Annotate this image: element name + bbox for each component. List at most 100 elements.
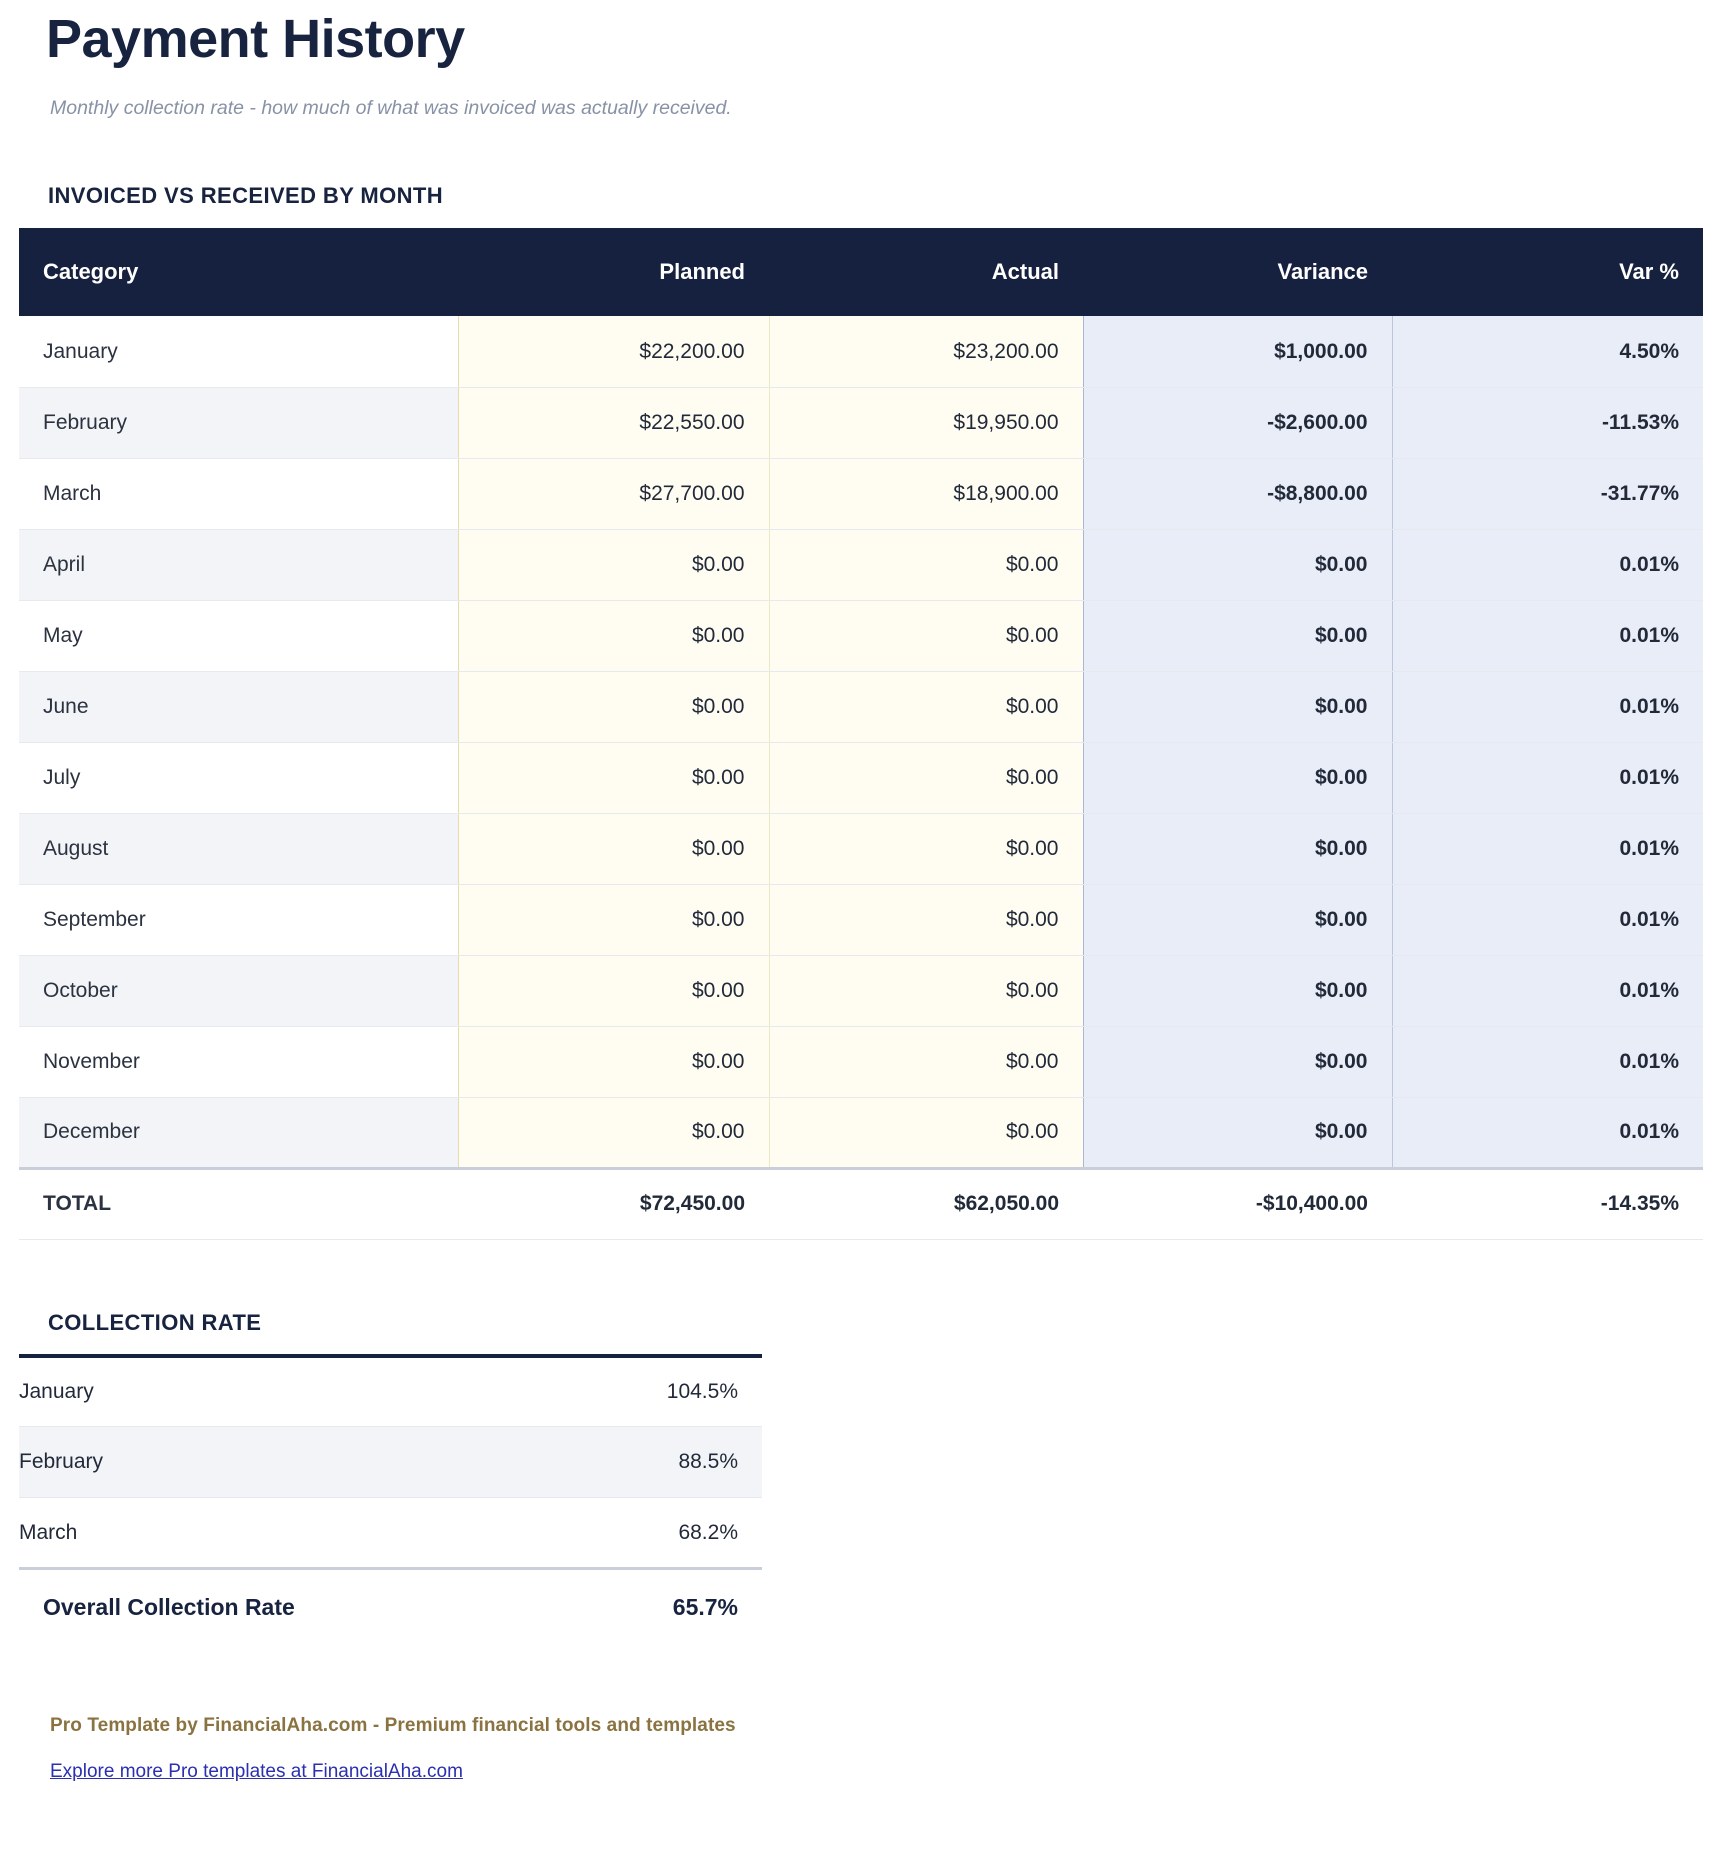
- row-category: August: [19, 813, 458, 885]
- cell-variance: -$8,800.00: [1082, 458, 1392, 530]
- table-row: July $0.00 $0.00 $0.00 0.01%: [19, 742, 1703, 814]
- overall-collection-rate-value: 65.7%: [479, 1567, 762, 1645]
- cell-var-pct: 0.01%: [1391, 742, 1703, 814]
- cell-var-pct: 4.50%: [1391, 316, 1703, 388]
- cell-variance: -$2,600.00: [1082, 387, 1392, 459]
- cell-planned: $0.00: [457, 742, 769, 814]
- row-category: November: [19, 1026, 458, 1098]
- column-header-actual: Actual: [769, 228, 1083, 317]
- collection-rate-row: February 88.5%: [19, 1426, 762, 1499]
- table-row: November $0.00 $0.00 $0.00 0.01%: [19, 1026, 1703, 1098]
- cell-actual: $0.00: [768, 1026, 1083, 1098]
- total-label: TOTAL: [19, 1166, 458, 1240]
- column-header-planned: Planned: [458, 228, 769, 317]
- invoiced-table-container: Category Planned Actual Variance Var % J…: [19, 209, 1703, 1240]
- cell-planned: $0.00: [457, 1026, 769, 1098]
- collection-rate-label: February: [19, 1426, 479, 1499]
- cell-variance: $0.00: [1082, 1026, 1392, 1098]
- page-subtitle: Monthly collection rate - how much of wh…: [50, 97, 732, 120]
- cell-var-pct: 0.01%: [1391, 813, 1703, 885]
- cell-variance: $0.00: [1082, 742, 1392, 814]
- cell-var-pct: 0.01%: [1391, 1097, 1703, 1169]
- cell-actual: $19,950.00: [768, 387, 1083, 459]
- cell-variance: $0.00: [1082, 529, 1392, 601]
- cell-variance: $0.00: [1082, 600, 1392, 672]
- cell-planned: $0.00: [457, 529, 769, 601]
- collection-rate-value: 68.2%: [479, 1497, 762, 1570]
- table-row: May $0.00 $0.00 $0.00 0.01%: [19, 600, 1703, 672]
- collection-rate-label: January: [19, 1353, 479, 1428]
- cell-var-pct: 0.01%: [1391, 600, 1703, 672]
- cell-planned: $0.00: [457, 884, 769, 956]
- cell-planned: $27,700.00: [457, 458, 769, 530]
- row-category: February: [19, 387, 458, 459]
- cell-var-pct: 0.01%: [1391, 955, 1703, 1027]
- collection-rate-value: 104.5%: [479, 1353, 762, 1428]
- cell-actual: $0.00: [768, 742, 1083, 814]
- cell-planned: $0.00: [457, 1097, 769, 1169]
- cell-planned: $22,200.00: [457, 316, 769, 388]
- collection-rate-label: March: [19, 1497, 479, 1570]
- row-category: April: [19, 529, 458, 601]
- cell-actual: $23,200.00: [768, 316, 1083, 388]
- row-category: October: [19, 955, 458, 1027]
- table-header-row: Category Planned Actual Variance Var %: [19, 228, 1703, 317]
- collection-rate-row: January 104.5%: [19, 1353, 762, 1428]
- total-var-pct: -14.35%: [1392, 1166, 1703, 1240]
- row-category: September: [19, 884, 458, 956]
- page-title: Payment History: [46, 9, 465, 69]
- cell-planned: $22,550.00: [457, 387, 769, 459]
- cell-var-pct: 0.01%: [1391, 529, 1703, 601]
- cell-actual: $0.00: [768, 884, 1083, 956]
- cell-variance: $0.00: [1082, 1097, 1392, 1169]
- footer-link[interactable]: Explore more Pro templates at FinancialA…: [50, 1760, 463, 1782]
- total-row: TOTAL $72,450.00 $62,050.00 -$10,400.00 -14.…: [19, 1166, 1703, 1240]
- column-header-variance: Variance: [1083, 228, 1392, 317]
- table-row: February $22,550.00 $19,950.00 -$2,600.00 -1…: [19, 387, 1703, 459]
- cell-variance: $0.00: [1082, 955, 1392, 1027]
- total-planned: $72,450.00: [458, 1166, 769, 1240]
- document-page: Payment History Monthly collection rate …: [19, 9, 1703, 1782]
- cell-var-pct: -11.53%: [1391, 387, 1703, 459]
- row-category: January: [19, 316, 458, 388]
- cell-actual: $0.00: [768, 529, 1083, 601]
- overall-collection-rate-label: Overall Collection Rate: [19, 1567, 479, 1645]
- cell-planned: $0.00: [457, 671, 769, 743]
- table-row: January $22,200.00 $23,200.00 $1,000.00 4.50…: [19, 316, 1703, 388]
- section-title-collection-rate: COLLECTION RATE: [48, 1309, 262, 1335]
- collection-rate-value: 88.5%: [479, 1426, 762, 1499]
- overall-collection-rate-row: Overall Collection Rate 65.7%: [19, 1567, 762, 1645]
- table-row: October $0.00 $0.00 $0.00 0.01%: [19, 955, 1703, 1027]
- column-header-category: Category: [19, 228, 458, 317]
- cell-var-pct: -31.77%: [1391, 458, 1703, 530]
- cell-planned: $0.00: [457, 955, 769, 1027]
- cell-variance: $1,000.00: [1082, 316, 1392, 388]
- total-actual: $62,050.00: [769, 1166, 1083, 1240]
- table-row: June $0.00 $0.00 $0.00 0.01%: [19, 671, 1703, 743]
- cell-actual: $18,900.00: [768, 458, 1083, 530]
- section-title-invoiced: INVOICED VS RECEIVED BY MONTH: [48, 183, 444, 209]
- column-header-var-pct: Var %: [1392, 228, 1703, 317]
- invoiced-vs-received-table: Category Planned Actual Variance Var % J…: [19, 228, 1703, 1240]
- collection-rate-table: January 104.5% February 88.5% March 68.2% Over…: [19, 1353, 762, 1645]
- table-row: April $0.00 $0.00 $0.00 0.01%: [19, 529, 1703, 601]
- cell-planned: $0.00: [457, 600, 769, 672]
- cell-actual: $0.00: [768, 1097, 1083, 1169]
- row-category: March: [19, 458, 458, 530]
- cell-variance: $0.00: [1082, 813, 1392, 885]
- table-row: December $0.00 $0.00 $0.00 0.01%: [19, 1097, 1703, 1169]
- cell-actual: $0.00: [768, 671, 1083, 743]
- cell-actual: $0.00: [768, 955, 1083, 1027]
- row-category: December: [19, 1097, 458, 1169]
- footer-note: Pro Template by FinancialAha.com - Premi…: [50, 1714, 736, 1736]
- row-category: June: [19, 671, 458, 743]
- cell-var-pct: 0.01%: [1391, 671, 1703, 743]
- cell-var-pct: 0.01%: [1391, 884, 1703, 956]
- cell-var-pct: 0.01%: [1391, 1026, 1703, 1098]
- total-variance: -$10,400.00: [1083, 1166, 1392, 1240]
- collection-rate-body: January 104.5% February 88.5% March 68.2% Over…: [19, 1353, 762, 1645]
- cell-actual: $0.00: [768, 600, 1083, 672]
- cell-variance: $0.00: [1082, 671, 1392, 743]
- collection-rate-table-container: January 104.5% February 88.5% March 68.2% Over…: [19, 1336, 1703, 1645]
- table-row: March $27,700.00 $18,900.00 -$8,800.00 -31.7…: [19, 458, 1703, 530]
